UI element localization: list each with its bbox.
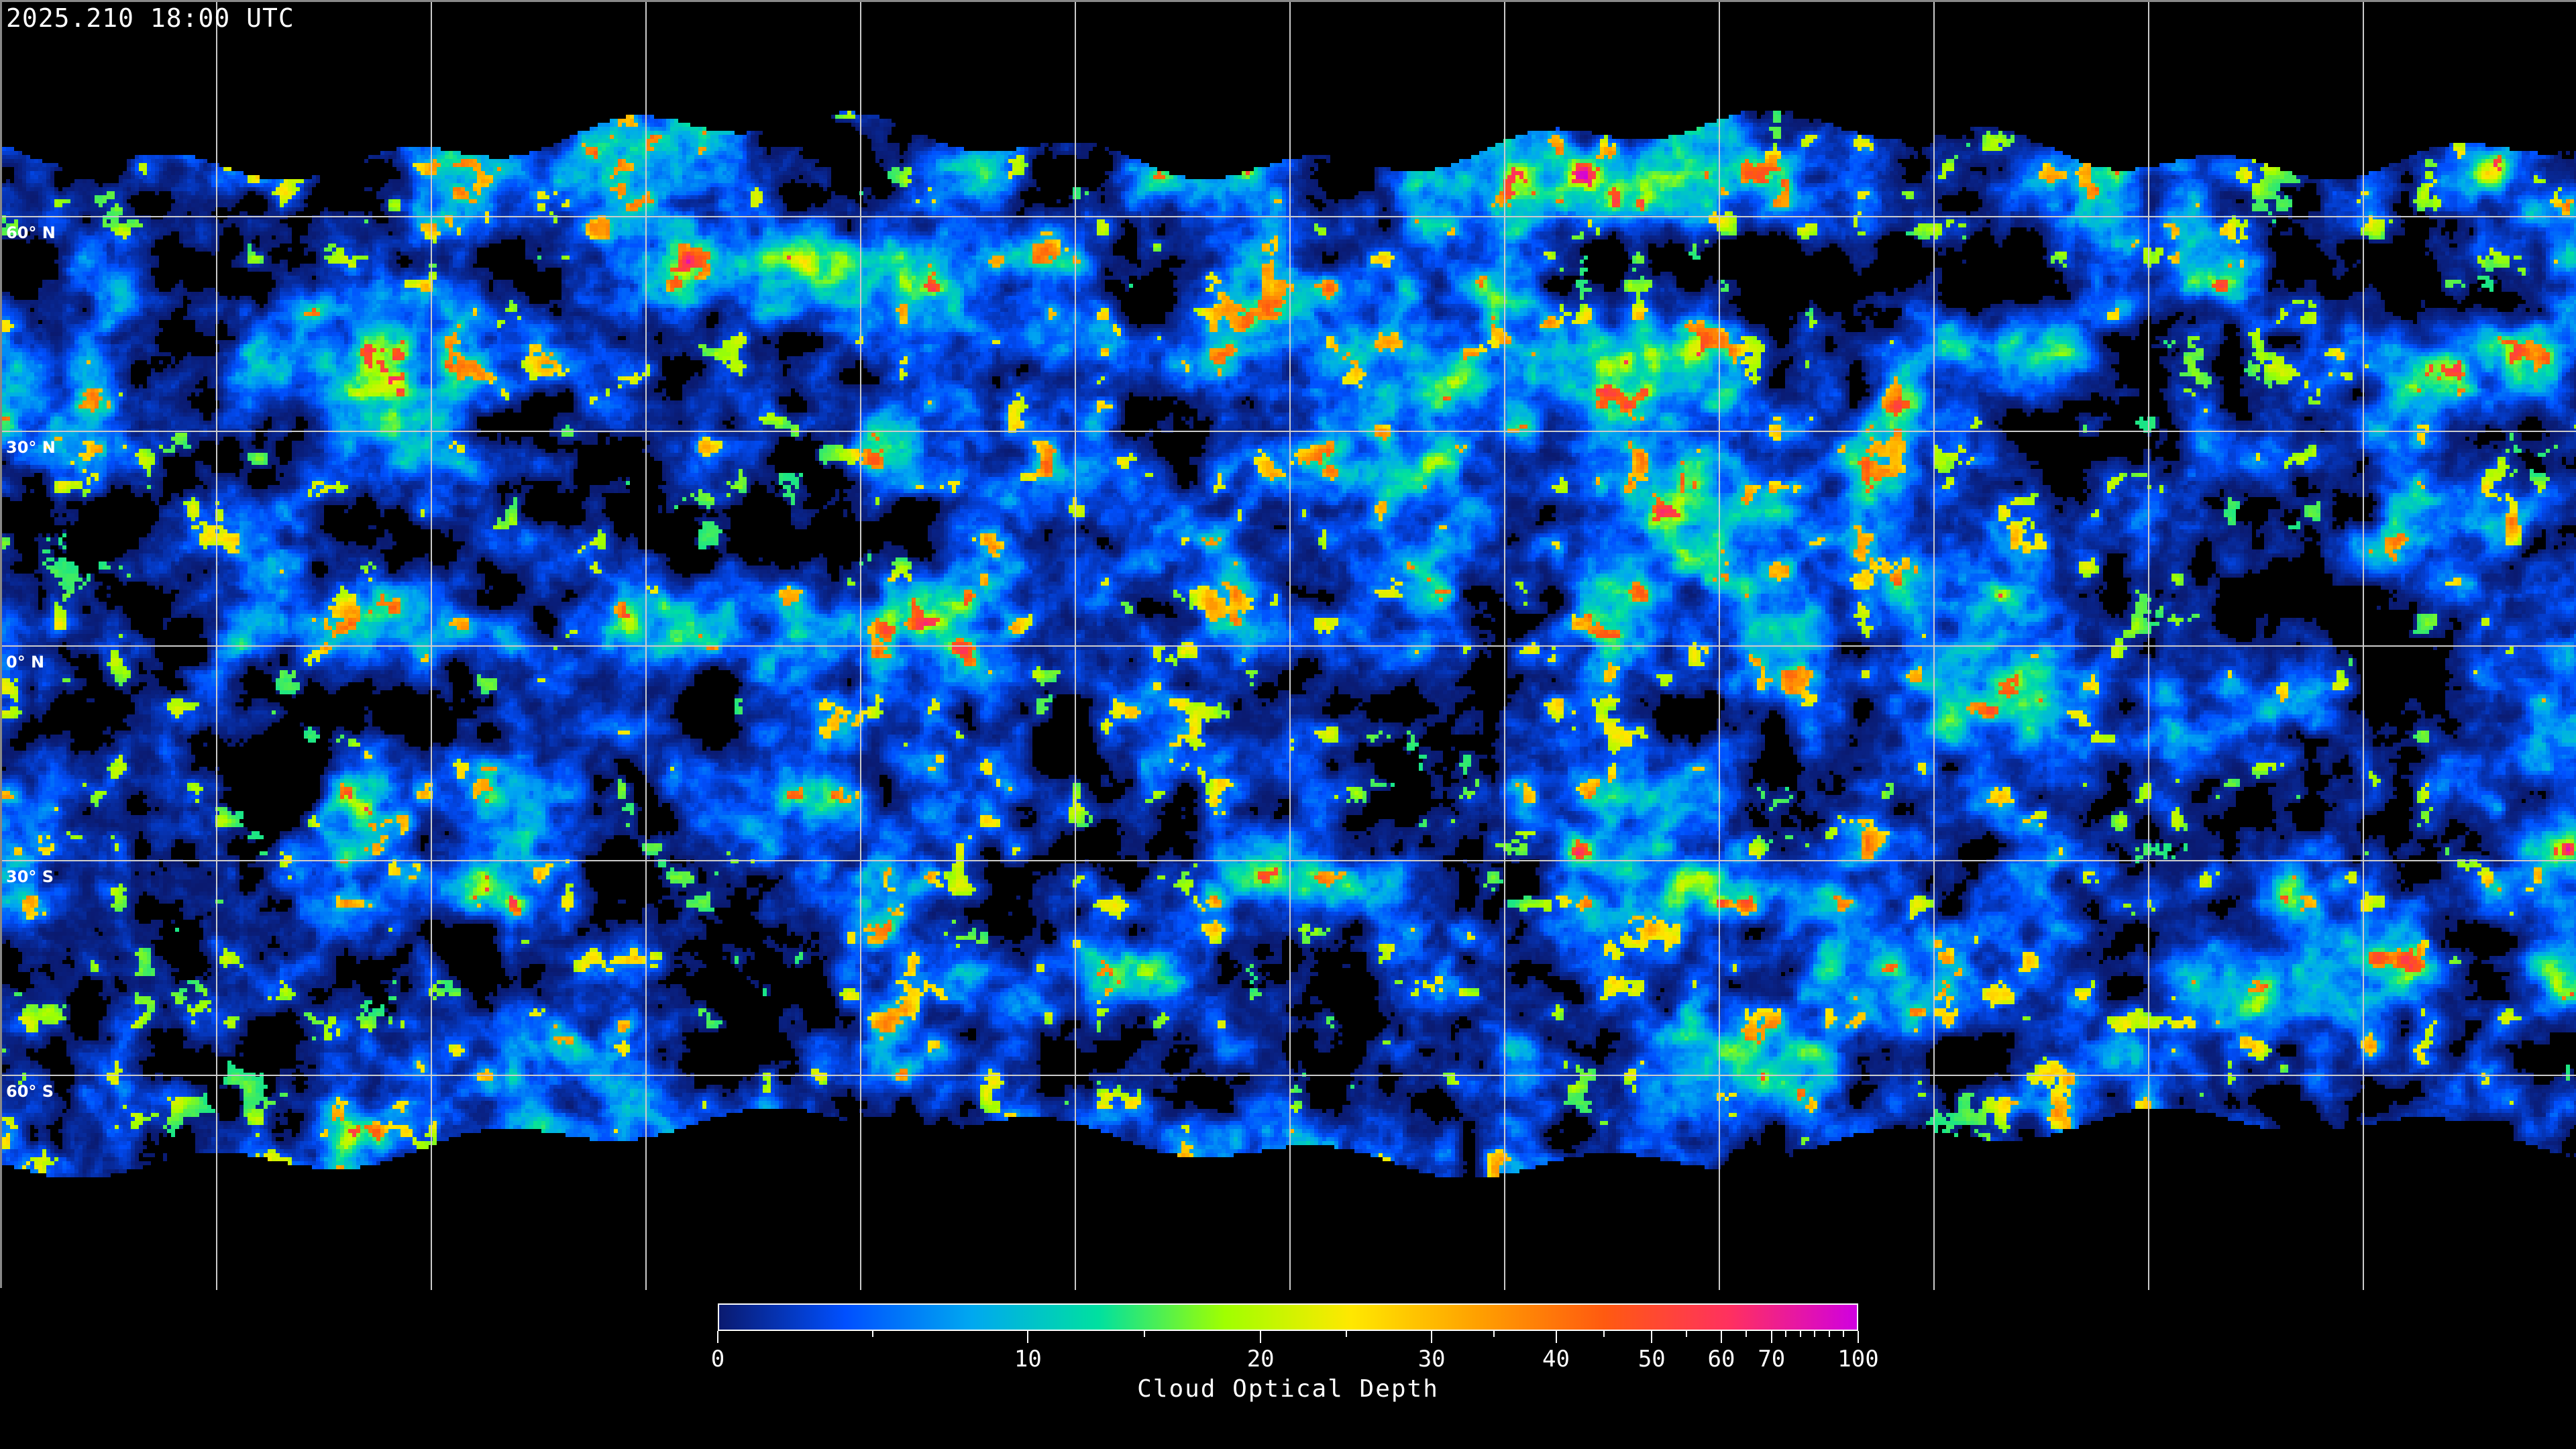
major-tick bbox=[1260, 1331, 1262, 1343]
tick-label-20: 20 bbox=[1246, 1346, 1275, 1373]
minor-tick bbox=[1686, 1331, 1688, 1337]
minor-tick bbox=[1843, 1331, 1845, 1337]
minor-tick bbox=[1785, 1331, 1787, 1337]
minor-tick bbox=[1828, 1331, 1830, 1337]
colorbar-title: Cloud Optical Depth bbox=[1137, 1375, 1439, 1403]
tick-label-10: 10 bbox=[1014, 1346, 1042, 1373]
lat-label-60n: 60° N bbox=[6, 223, 56, 242]
tick-label-60: 60 bbox=[1707, 1346, 1735, 1373]
minor-tick bbox=[1814, 1331, 1816, 1337]
major-tick bbox=[1651, 1331, 1653, 1343]
colorbar bbox=[718, 1303, 1858, 1331]
minor-tick bbox=[1603, 1331, 1605, 1337]
major-tick bbox=[1770, 1331, 1772, 1343]
minor-tick bbox=[1799, 1331, 1801, 1337]
lat-label-0n: 0° N bbox=[6, 653, 45, 672]
tick-label-50: 50 bbox=[1638, 1346, 1666, 1373]
timestamp: 2025.210 18:00 UTC bbox=[6, 3, 294, 33]
minor-tick bbox=[1345, 1331, 1347, 1337]
tick-label-70: 70 bbox=[1758, 1346, 1786, 1373]
major-tick bbox=[1858, 1331, 1859, 1343]
lat-label-60s: 60° S bbox=[6, 1082, 54, 1101]
graticule bbox=[2, 2, 2576, 1290]
major-tick bbox=[1431, 1331, 1433, 1343]
minor-tick bbox=[872, 1331, 874, 1337]
major-tick bbox=[717, 1331, 718, 1343]
tick-label-40: 40 bbox=[1542, 1346, 1570, 1373]
minor-tick bbox=[1143, 1331, 1145, 1337]
colorbar-ticks: 0 10 20 30 40 50 60 70 100 bbox=[711, 1331, 1879, 1385]
major-tick bbox=[1721, 1331, 1722, 1343]
minor-tick bbox=[1746, 1331, 1748, 1337]
tick-label-100: 100 bbox=[1837, 1346, 1879, 1373]
lat-label-30n: 30° N bbox=[6, 438, 56, 457]
minor-tick bbox=[1493, 1331, 1495, 1337]
major-tick bbox=[1555, 1331, 1557, 1343]
tick-label-30: 30 bbox=[1417, 1346, 1446, 1373]
tick-label-0: 0 bbox=[710, 1346, 725, 1373]
lat-label-30s: 30° S bbox=[6, 867, 54, 886]
major-tick bbox=[1027, 1331, 1029, 1343]
cloud-optical-depth-map: 2025.210 18:00 UTC 60° N 30° N 0° N 30° … bbox=[0, 0, 2576, 1290]
